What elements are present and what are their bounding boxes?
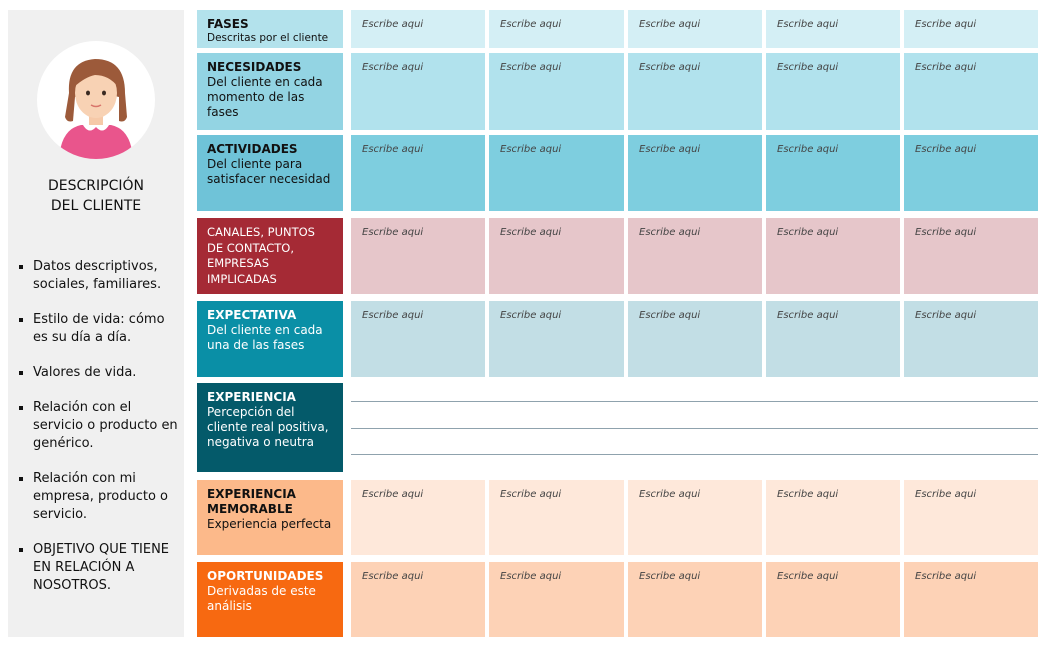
input-cell-oportunidades-3[interactable]: Escribe aqui: [628, 562, 762, 637]
input-cell-experiencia-memorable-2[interactable]: Escribe aqui: [489, 480, 624, 555]
input-cell-fases-4[interactable]: Escribe aqui: [766, 10, 900, 48]
row-title: EXPECTATIVA: [207, 308, 297, 322]
row-subtitle: Del cliente en cada momento de las fases: [207, 75, 323, 119]
input-cell-necesidades-1[interactable]: Escribe aqui: [351, 53, 485, 130]
input-cell-canales-1[interactable]: Escribe aqui: [351, 218, 485, 294]
input-cell-canales-3[interactable]: Escribe aqui: [628, 218, 762, 294]
row-title: FASES: [207, 17, 249, 31]
input-cell-oportunidades-2[interactable]: Escribe aqui: [489, 562, 624, 637]
row-title: OPORTUNIDADES: [207, 569, 324, 583]
input-cell-canales-5[interactable]: Escribe aqui: [904, 218, 1038, 294]
row-subtitle: Descritas por el cliente: [207, 32, 329, 44]
row-label-oportunidades: OPORTUNIDADES Derivadas de este análisis: [197, 562, 343, 637]
input-cell-fases-1[interactable]: Escribe aqui: [351, 10, 485, 48]
row-title: EXPERIENCIA MEMORABLE: [207, 487, 296, 516]
input-cell-necesidades-3[interactable]: Escribe aqui: [628, 53, 762, 130]
list-item: Relación con mi empresa, producto o serv…: [18, 470, 182, 524]
input-cell-actividades-5[interactable]: Escribe aqui: [904, 135, 1038, 211]
input-cell-actividades-4[interactable]: Escribe aqui: [766, 135, 900, 211]
input-cell-oportunidades-5[interactable]: Escribe aqui: [904, 562, 1038, 637]
input-cell-actividades-3[interactable]: Escribe aqui: [628, 135, 762, 211]
row-label-canales: CANALES, PUNTOS DE CONTACTO, EMPRESAS IM…: [197, 218, 343, 294]
row-necesidades: NECESIDADES Del cliente en cada momento d…: [197, 53, 1038, 130]
input-cell-experiencia-memorable-3[interactable]: Escribe aqui: [628, 480, 762, 555]
input-cell-expectativa-2[interactable]: Escribe aqui: [489, 301, 624, 377]
row-subtitle: Del cliente en cada una de las fases: [207, 323, 323, 352]
row-label-necesidades: NECESIDADES Del cliente en cada momento d…: [197, 53, 343, 130]
row-experiencia-memorable: EXPERIENCIA MEMORABLE Experiencia perfect…: [197, 480, 1038, 555]
input-cell-necesidades-5[interactable]: Escribe aqui: [904, 53, 1038, 130]
row-oportunidades: OPORTUNIDADES Derivadas de este análisis E…: [197, 562, 1038, 637]
list-item: Valores de vida.: [18, 364, 182, 382]
input-cell-fases-3[interactable]: Escribe aqui: [628, 10, 762, 48]
experience-line: [351, 454, 1038, 455]
list-item: Relación con el servicio o producto en g…: [18, 399, 182, 453]
list-item: Datos descriptivos, sociales, familiares…: [18, 258, 182, 294]
row-subtitle: Del cliente para satisfacer necesidad: [207, 157, 331, 186]
row-label-experiencia: EXPERIENCIA Percepción del cliente real p…: [197, 383, 343, 472]
input-cell-fases-5[interactable]: Escribe aqui: [904, 10, 1038, 48]
input-cell-oportunidades-1[interactable]: Escribe aqui: [351, 562, 485, 637]
row-label-expectativa: EXPECTATIVA Del cliente en cada una de la…: [197, 301, 343, 377]
customer-description-list: Datos descriptivos, sociales, familiares…: [18, 258, 182, 612]
input-cell-necesidades-2[interactable]: Escribe aqui: [489, 53, 624, 130]
list-item: OBJETIVO QUE TIENE EN RELACIÓN A NOSOTRO…: [18, 541, 182, 595]
input-cell-oportunidades-4[interactable]: Escribe aqui: [766, 562, 900, 637]
customer-description-panel: DESCRIPCIÓN DEL CLIENTE Datos descriptiv…: [8, 10, 184, 637]
customer-avatar-icon: [37, 41, 155, 159]
input-cell-expectativa-4[interactable]: Escribe aqui: [766, 301, 900, 377]
row-subtitle: Percepción del cliente real positiva, ne…: [207, 405, 329, 449]
row-label-experiencia-memorable: EXPERIENCIA MEMORABLE Experiencia perfect…: [197, 480, 343, 555]
row-actividades: ACTIVIDADES Del cliente para satisfacer n…: [197, 135, 1038, 211]
row-subtitle: Experiencia perfecta: [207, 517, 332, 531]
row-title: NECESIDADES: [207, 60, 302, 74]
row-label-actividades: ACTIVIDADES Del cliente para satisfacer n…: [197, 135, 343, 211]
row-title: EXPERIENCIA: [207, 390, 296, 404]
input-cell-expectativa-5[interactable]: Escribe aqui: [904, 301, 1038, 377]
input-cell-expectativa-1[interactable]: Escribe aqui: [351, 301, 485, 377]
input-cell-actividades-1[interactable]: Escribe aqui: [351, 135, 485, 211]
row-experiencia: EXPERIENCIA Percepción del cliente real p…: [197, 383, 1038, 472]
input-cell-experiencia-memorable-5[interactable]: Escribe aqui: [904, 480, 1038, 555]
row-canales: CANALES, PUNTOS DE CONTACTO, EMPRESAS IM…: [197, 218, 1038, 294]
input-cell-experiencia-memorable-1[interactable]: Escribe aqui: [351, 480, 485, 555]
input-cell-canales-4[interactable]: Escribe aqui: [766, 218, 900, 294]
input-cell-fases-2[interactable]: Escribe aqui: [489, 10, 624, 48]
row-label-fases: FASES Descritas por el cliente: [197, 10, 343, 48]
list-item: Estilo de vida: cómo es su día a día.: [18, 311, 182, 347]
experience-line: [351, 428, 1038, 429]
row-expectativa: EXPECTATIVA Del cliente en cada una de la…: [197, 301, 1038, 377]
input-cell-necesidades-4[interactable]: Escribe aqui: [766, 53, 900, 130]
input-cell-canales-2[interactable]: Escribe aqui: [489, 218, 624, 294]
input-cell-actividades-2[interactable]: Escribe aqui: [489, 135, 624, 211]
experience-line: [351, 401, 1038, 402]
row-subtitle: Derivadas de este análisis: [207, 584, 316, 613]
panel-title: DESCRIPCIÓN DEL CLIENTE: [48, 178, 144, 214]
input-cell-experiencia-memorable-4[interactable]: Escribe aqui: [766, 480, 900, 555]
input-cell-expectativa-3[interactable]: Escribe aqui: [628, 301, 762, 377]
row-title: ACTIVIDADES: [207, 142, 298, 156]
row-title: CANALES, PUNTOS DE CONTACTO, EMPRESAS IM…: [207, 225, 315, 286]
row-fases: FASES Descritas por el cliente Escribe aqu…: [197, 10, 1038, 48]
